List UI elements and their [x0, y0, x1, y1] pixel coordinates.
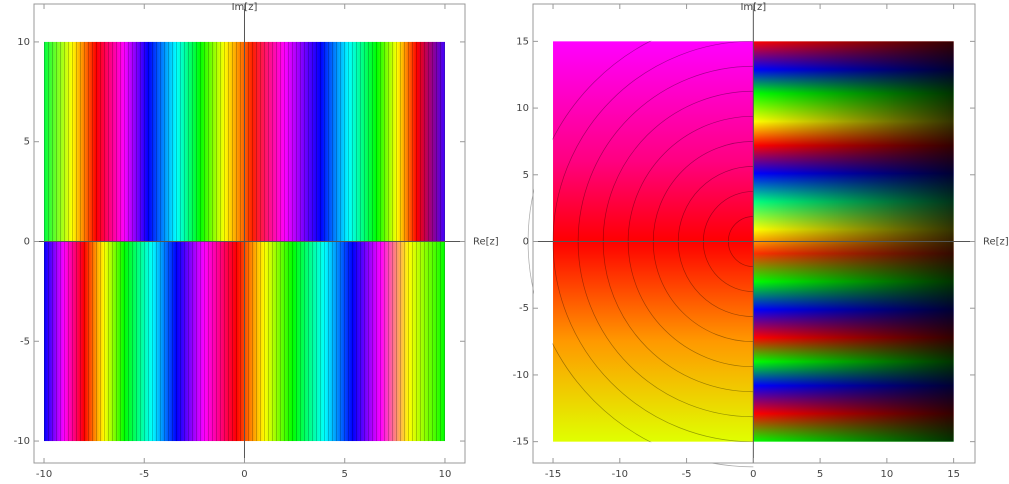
- y-tick-label: -5: [20, 336, 30, 347]
- y-tick-label: 10: [516, 103, 529, 114]
- x-tick-label: 5: [342, 469, 348, 480]
- x-tick-label: -10: [612, 469, 628, 480]
- x-tick-label: 5: [817, 469, 823, 480]
- x-axis-label: Re[z]: [473, 236, 499, 247]
- x-tick-label: 0: [241, 469, 247, 480]
- y-tick-label: 10: [17, 37, 30, 48]
- mask: [534, 5, 553, 462]
- y-axis-label: Im[z]: [740, 2, 766, 13]
- y-tick-label: -10: [14, 436, 30, 447]
- x-tick-label: 0: [750, 469, 756, 480]
- x-tick-label: -5: [139, 469, 149, 480]
- y-tick-label: 5: [523, 170, 529, 181]
- x-tick-label: 10: [880, 469, 893, 480]
- y-tick-label: 0: [24, 236, 30, 247]
- y-tick-label: -15: [513, 437, 529, 448]
- plot-frame: [33, 3, 466, 464]
- x-tick-label: -5: [682, 469, 692, 480]
- y-tick-label: 0: [523, 237, 529, 248]
- y-tick-label: 5: [24, 137, 30, 148]
- plot-frame: [532, 3, 976, 464]
- y-tick-label: -5: [519, 303, 529, 314]
- mask: [534, 5, 974, 41]
- x-tick-label: 10: [439, 469, 452, 480]
- x-tick-label: 15: [947, 469, 960, 480]
- y-tick-label: -10: [513, 370, 529, 381]
- contour-line: [527, 15, 754, 468]
- y-axis-label: Im[z]: [232, 2, 258, 13]
- x-tick-label: -15: [545, 469, 561, 480]
- mask: [534, 442, 974, 463]
- y-tick-label: 15: [516, 36, 529, 47]
- x-tick-label: -10: [36, 469, 52, 480]
- x-axis-label: Re[z]: [983, 237, 1009, 248]
